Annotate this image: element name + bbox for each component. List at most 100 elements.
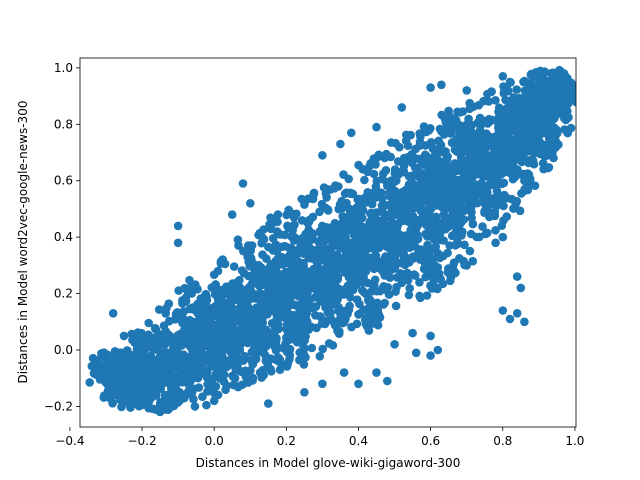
data-point	[382, 255, 391, 265]
data-point	[297, 292, 306, 301]
data-point	[243, 252, 252, 262]
data-point	[469, 137, 479, 147]
data-point	[229, 373, 239, 382]
data-point	[558, 98, 567, 108]
data-point	[297, 234, 307, 243]
data-point	[434, 200, 444, 210]
data-point	[276, 311, 286, 320]
data-point	[435, 143, 445, 152]
data-point	[190, 402, 200, 411]
data-point	[154, 305, 164, 314]
data-point	[452, 180, 462, 189]
data-point	[360, 260, 369, 269]
data-point	[372, 218, 382, 228]
data-point	[89, 369, 99, 378]
data-point	[541, 80, 550, 89]
data-point	[335, 200, 345, 209]
data-point	[231, 365, 240, 374]
data-point	[435, 253, 445, 263]
data-point	[266, 213, 275, 222]
data-point	[387, 219, 396, 229]
data-point	[454, 159, 464, 168]
data-point	[232, 278, 242, 287]
data-point	[391, 301, 401, 311]
x-axis-label: Distances in Model glove-wiki-gigaword-3…	[196, 456, 461, 470]
data-point	[340, 236, 349, 245]
data-point	[467, 208, 476, 217]
data-point	[201, 289, 211, 299]
data-point	[407, 234, 417, 244]
outlier-point	[498, 306, 508, 315]
data-point	[229, 262, 239, 271]
data-point	[415, 129, 425, 138]
data-point	[378, 225, 388, 234]
data-point	[434, 136, 444, 146]
data-point	[372, 176, 382, 186]
data-point	[500, 127, 510, 137]
data-point	[359, 223, 369, 233]
outlier-point	[318, 379, 327, 389]
data-point	[416, 218, 426, 227]
data-point	[388, 235, 397, 245]
data-point	[455, 213, 465, 222]
data-point	[519, 149, 528, 158]
data-point	[460, 240, 469, 250]
data-point	[444, 106, 453, 116]
x-tick-label: 0.4	[349, 434, 368, 448]
data-point	[306, 251, 316, 260]
data-point	[335, 220, 345, 230]
data-point	[112, 371, 121, 380]
data-point	[319, 282, 328, 291]
data-point	[494, 103, 504, 112]
data-point	[267, 286, 276, 295]
data-point	[404, 255, 413, 264]
data-point	[370, 187, 379, 197]
data-point	[524, 170, 534, 180]
data-point	[568, 84, 576, 93]
data-point	[417, 160, 427, 169]
data-point	[441, 149, 450, 158]
data-point	[380, 298, 390, 308]
data-point	[117, 402, 126, 412]
outlier-point	[516, 283, 526, 293]
x-tick-label: −0.2	[127, 434, 156, 448]
data-point	[427, 139, 436, 148]
data-point	[309, 265, 318, 274]
data-point	[262, 325, 271, 335]
data-point	[185, 371, 194, 381]
data-point	[308, 212, 318, 222]
data-point	[318, 344, 328, 354]
data-point	[413, 234, 423, 244]
data-point	[465, 246, 475, 256]
data-point	[367, 253, 377, 263]
outlier-point	[520, 176, 529, 185]
data-point	[535, 66, 545, 76]
data-point	[487, 199, 496, 208]
data-point	[241, 285, 250, 295]
data-point	[410, 271, 420, 280]
outlier-point	[390, 340, 399, 349]
data-point	[244, 271, 253, 281]
data-point	[266, 224, 276, 234]
data-point	[472, 232, 482, 242]
data-point	[104, 382, 114, 391]
data-point	[429, 235, 439, 244]
outlier-point	[318, 151, 327, 160]
data-point	[458, 203, 468, 212]
data-point	[549, 153, 558, 163]
data-point	[342, 248, 351, 258]
data-point	[324, 302, 334, 311]
data-point	[301, 312, 311, 321]
data-point	[385, 188, 394, 198]
data-point	[492, 186, 502, 196]
data-point	[450, 114, 460, 124]
data-point	[465, 98, 475, 108]
data-point	[298, 322, 307, 331]
outlier-point	[383, 376, 392, 386]
data-point	[179, 353, 189, 362]
data-point	[437, 161, 447, 171]
data-point	[295, 348, 305, 357]
data-point	[203, 380, 212, 389]
data-point	[322, 251, 331, 260]
data-point	[240, 352, 250, 361]
